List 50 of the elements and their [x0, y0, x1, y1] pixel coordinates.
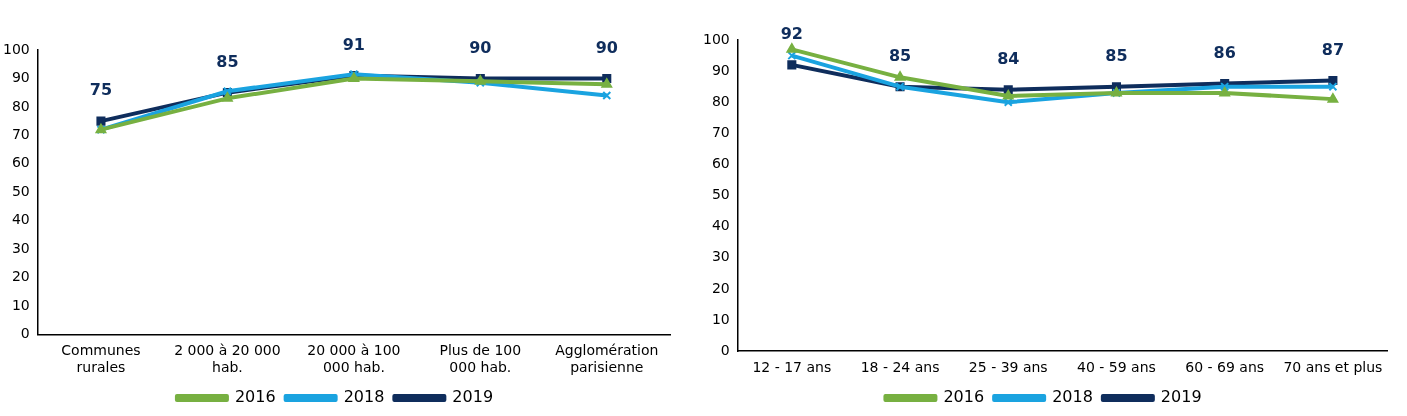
- x-tick-label: Communes rurales: [61, 342, 141, 376]
- x-tick-label: Plus de 100 000 hab.: [439, 342, 522, 376]
- y-tick-label: 0: [720, 341, 730, 358]
- y-tick-label: 40: [711, 217, 730, 234]
- legend-label: 2019: [452, 387, 494, 407]
- x-tick-label: 20 000 à 100 000 hab.: [307, 342, 401, 376]
- y-tick-label: 10: [711, 310, 730, 327]
- x-tick-label: 25 - 39 ans: [968, 359, 1048, 376]
- x-tick-label: 70 ans et plus: [1283, 359, 1383, 376]
- x-tick-label: 18 - 24 ans: [860, 359, 940, 376]
- data-label: 91: [342, 34, 365, 54]
- x-tick-label: 12 - 17 ans: [752, 359, 832, 376]
- x-tick-label: 60 - 69 ans: [1185, 359, 1265, 376]
- data-label: 92: [780, 24, 803, 44]
- legend-label: 2016: [234, 387, 276, 407]
- legend-label: 2018: [1052, 387, 1093, 407]
- y-tick-label: 30: [711, 248, 730, 265]
- data-label: 75: [89, 80, 113, 100]
- y-tick-label: 70: [711, 124, 730, 140]
- data-label: 84: [997, 48, 1020, 68]
- y-tick-label: 40: [11, 211, 30, 228]
- data-label: 87: [1321, 39, 1345, 59]
- y-tick-label: 80: [711, 92, 730, 109]
- y-tick-label: 100: [702, 30, 730, 47]
- x-tick-label: 2 000 à 20 000 hab.: [174, 342, 281, 376]
- y-tick-label: 0: [20, 325, 30, 342]
- x-tick-label: Agglomération parisienne: [555, 342, 659, 376]
- data-label: 90: [469, 37, 492, 57]
- y-tick-label: 60: [711, 155, 730, 172]
- data-label: 85: [216, 51, 239, 71]
- data-label: 86: [1213, 42, 1236, 62]
- y-tick-label: 50: [11, 182, 30, 199]
- y-tick-label: 70: [11, 125, 30, 142]
- y-tick-label: 20: [11, 268, 30, 285]
- data-label: 90: [595, 37, 618, 57]
- y-tick-label: 80: [11, 97, 30, 114]
- legend-label: 2019: [1160, 387, 1202, 407]
- data-label: 85: [888, 45, 912, 65]
- legend-label: 2018: [343, 387, 385, 407]
- y-tick-label: 90: [11, 69, 30, 86]
- legend-label: 2016: [943, 387, 985, 407]
- y-tick-label: 90: [711, 61, 730, 78]
- y-tick-label: 100: [2, 40, 30, 57]
- x-tick-label: 40 - 59 ans: [1077, 359, 1156, 376]
- y-tick-label: 20: [711, 279, 730, 296]
- y-tick-label: 60: [11, 154, 30, 171]
- data-label: 85: [1105, 45, 1128, 65]
- y-tick-label: 10: [11, 296, 30, 313]
- y-tick-label: 30: [11, 239, 30, 256]
- y-tick-label: 50: [711, 186, 730, 203]
